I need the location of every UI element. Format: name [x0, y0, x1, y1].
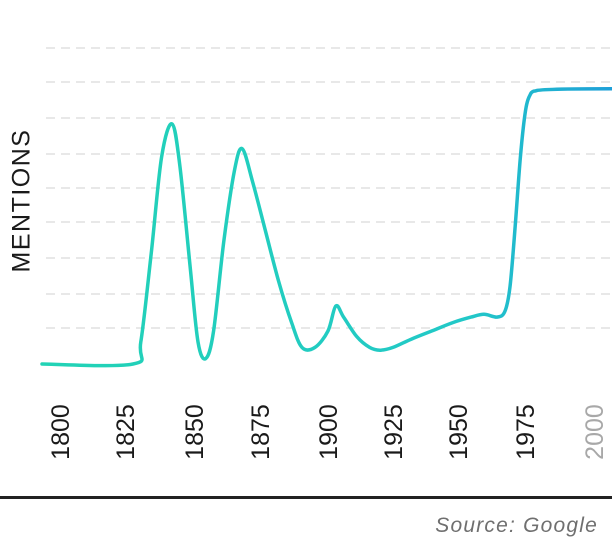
source-credit: Source: Google: [435, 514, 598, 537]
x-tick-label-1825: 1825: [112, 404, 140, 460]
x-axis-ticks: 1800 1825 1850 1875 1900 1925 1950 1975 2000: [47, 404, 609, 460]
bottom-rule: [0, 496, 612, 499]
x-tick-label-1975: 1975: [512, 404, 540, 460]
x-tick-label-1800: 1800: [47, 404, 75, 460]
x-tick-label-1950: 1950: [445, 404, 473, 460]
series-line-mentions: [40, 87, 612, 368]
y-axis-label: MENTIONS: [7, 128, 36, 272]
gridlines: [46, 47, 612, 329]
x-tick-label-1925: 1925: [380, 404, 408, 460]
x-tick-label-1850: 1850: [181, 404, 209, 460]
x-tick-label-1900: 1900: [315, 404, 343, 460]
series-layer: [40, 87, 612, 368]
y-axis-label-container: MENTIONS: [4, 120, 40, 280]
x-tick-label-2000: 2000: [581, 404, 609, 460]
x-tick-label-1875: 1875: [247, 404, 275, 460]
